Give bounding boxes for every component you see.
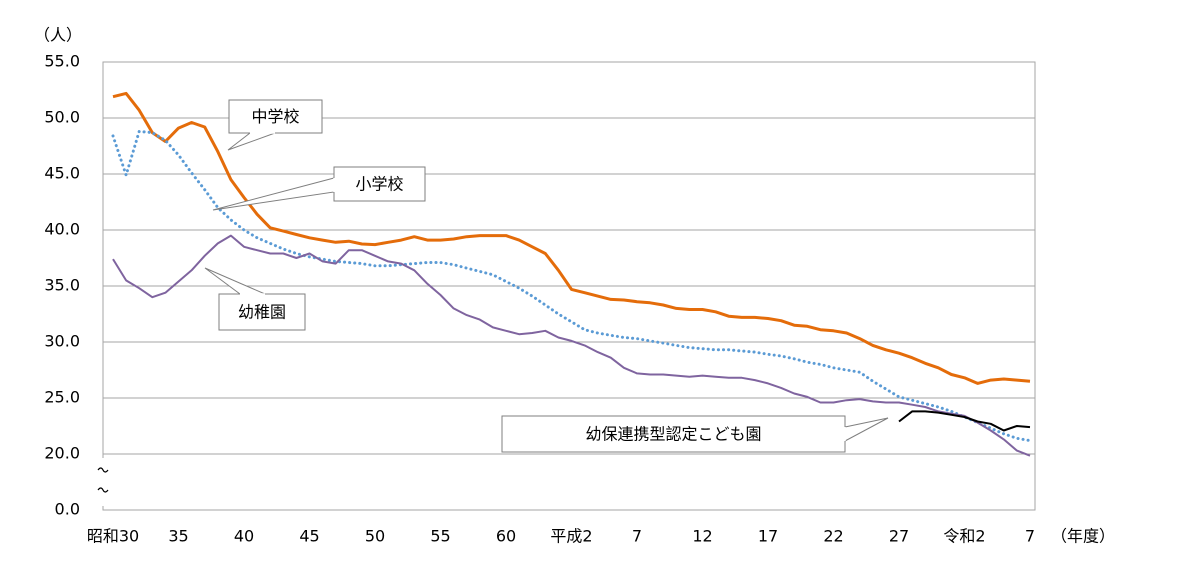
x-axis-label: （年度） [1051,527,1115,546]
x-tick-label: 55 [430,527,450,546]
x-tick-label: 27 [889,527,909,546]
x-tick-label: 40 [234,527,254,546]
legend-label: 小学校 [355,175,403,194]
callout-pointer [204,267,266,295]
legend-label: 幼稚園 [238,303,286,322]
y-tick-label: 45.0 [44,164,80,183]
x-tick-label: 昭和30 [87,527,139,546]
callout-box [333,166,426,202]
callout-box [501,415,846,453]
y-axis-label: （人） [34,26,82,45]
y-tick-label: 25.0 [44,388,80,407]
series-line [898,410,1031,432]
y-tick-label: 50.0 [44,108,80,127]
axis-break-mask [97,458,109,506]
x-tick-label: 令和2 [943,527,985,546]
x-tick-label: 60 [496,527,516,546]
legend-label: 幼保連携型認定こども園 [585,425,761,444]
y-tick-label: 0.0 [55,500,80,519]
x-tick-label: 7 [1025,527,1035,546]
series-line [112,91,1031,385]
callout-box [218,293,306,331]
x-tick-label: 12 [692,527,712,546]
callout-pointer [212,177,335,211]
callout-pointer [844,417,889,442]
series-line [111,129,1032,443]
callout-box [228,99,323,134]
x-tick-label: 45 [299,527,319,546]
legend-label: 中学校 [251,107,299,126]
y-tick-label: 35.0 [44,276,80,295]
y-tick-label: 55.0 [44,52,80,71]
y-tick-label: 40.0 [44,220,80,239]
y-tick-label: 30.0 [44,332,80,351]
plot-frame [102,61,1036,511]
series-line [112,234,1031,457]
x-tick-label: 22 [823,527,843,546]
y-tick-label: 20.0 [44,444,80,463]
x-tick-label: 7 [632,527,642,546]
x-tick-label: 平成2 [550,527,592,546]
x-tick-label: 35 [168,527,188,546]
axis-break [97,467,109,493]
callout-pointer [227,132,276,151]
x-tick-label: 17 [758,527,778,546]
x-tick-label: 50 [365,527,385,546]
